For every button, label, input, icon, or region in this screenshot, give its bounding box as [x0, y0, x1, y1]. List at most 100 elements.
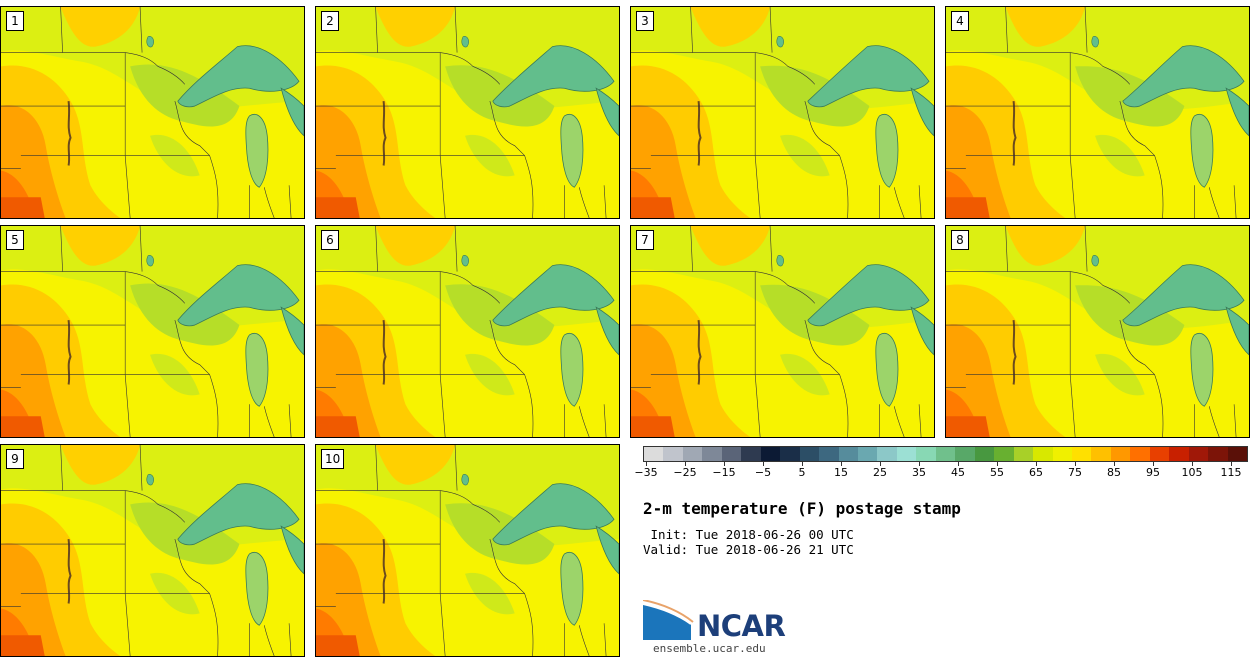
colorbar-tick-mark [763, 462, 764, 466]
colorbar-tick-label: −5 [754, 466, 772, 479]
colorbar-segment [1091, 447, 1111, 461]
colorbar-tick-mark [685, 462, 686, 466]
member-number: 6 [321, 230, 339, 250]
member-number: 7 [636, 230, 654, 250]
colorbar-segment [1052, 447, 1072, 461]
colorbar-segment [819, 447, 839, 461]
colorbar-segment [1149, 447, 1170, 461]
colorbar-tick-label: 115 [1220, 466, 1242, 479]
colorbar-tick-mark [1231, 462, 1232, 466]
member-number: 3 [636, 11, 654, 31]
colorbar-segment [896, 447, 917, 461]
member-map-2: 2 [315, 6, 620, 219]
colorbar-tick-label: 75 [1068, 466, 1082, 479]
temperature-map [1, 226, 304, 437]
colorbar-tick-mark [1036, 462, 1037, 466]
colorbar-tick-label: 55 [990, 466, 1004, 479]
colorbar-tick-mark [1153, 462, 1154, 466]
colorbar-tick-mark [1075, 462, 1076, 466]
member-number: 1 [6, 11, 24, 31]
temperature-map [946, 226, 1249, 437]
colorbar-ticks [643, 462, 1248, 466]
site-url: ensemble.ucar.edu [653, 642, 766, 655]
colorbar-labels: −35 −25 −15 −5 5 15 25 35 45 55 65 75 85 95 105 115 [634, 466, 1248, 482]
temperature-map [631, 226, 934, 437]
colorbar-segment [1033, 447, 1053, 461]
colorbar-tick-mark [919, 462, 920, 466]
colorbar-segment [760, 447, 781, 461]
member-number: 9 [6, 449, 24, 469]
colorbar-segment [1130, 447, 1150, 461]
colorbar-segment [1227, 447, 1248, 461]
colorbar-tick-label: −15 [712, 466, 736, 479]
colorbar-tick-label: 5 [798, 466, 806, 479]
colorbar-segment [838, 447, 858, 461]
colorbar-tick-label: 85 [1107, 466, 1121, 479]
colorbar-segment [1188, 447, 1209, 461]
temperature-map [946, 7, 1249, 218]
member-map-4: 4 [945, 6, 1250, 219]
colorbar-tick-mark [1114, 462, 1115, 466]
colorbar-tick-label: 105 [1181, 466, 1203, 479]
temperature-map [316, 226, 619, 437]
colorbar-segment [1013, 447, 1034, 461]
init-time: Init: Tue 2018-06-26 00 UTC [643, 527, 854, 542]
temperature-map [316, 7, 619, 218]
member-number: 10 [321, 449, 345, 469]
colorbar-segment [877, 447, 897, 461]
colorbar-segment [916, 447, 936, 461]
ncar-logo-text: NCAR [697, 609, 786, 643]
temperature-map [1, 445, 304, 656]
member-map-10: 10 [315, 444, 620, 657]
colorbar-tick-label: −25 [673, 466, 697, 479]
plot-title: 2-m temperature (F) postage stamp [643, 499, 961, 518]
colorbar-segment [780, 447, 800, 461]
colorbar-segment [1208, 447, 1228, 461]
colorbar-tick-mark [841, 462, 842, 466]
colorbar-segment [935, 447, 956, 461]
colorbar-tick-label: 95 [1146, 466, 1160, 479]
member-map-7: 7 [630, 225, 935, 438]
colorbar-segment [682, 447, 703, 461]
colorbar-segment [644, 447, 664, 461]
colorbar-segment [799, 447, 820, 461]
colorbar-tick-label: 15 [834, 466, 848, 479]
member-map-1: 1 [0, 6, 305, 219]
colorbar-segment [702, 447, 722, 461]
member-number: 4 [951, 11, 969, 31]
colorbar-segment [663, 447, 683, 461]
member-map-9: 9 [0, 444, 305, 657]
colorbar-tick-label: 45 [951, 466, 965, 479]
temperature-map [1, 7, 304, 218]
colorbar-tick-mark [880, 462, 881, 466]
colorbar-tick-mark [1192, 462, 1193, 466]
colorbar-tick-mark [646, 462, 647, 466]
temperature-map [631, 7, 934, 218]
colorbar-segment [857, 447, 878, 461]
colorbar-segment [1110, 447, 1131, 461]
colorbar-tick-mark [802, 462, 803, 466]
colorbar-tick-mark [997, 462, 998, 466]
member-map-5: 5 [0, 225, 305, 438]
colorbar-segment [721, 447, 742, 461]
colorbar-segment [1071, 447, 1092, 461]
colorbar-segment [994, 447, 1014, 461]
colorbar-tick-label: −35 [634, 466, 658, 479]
colorbar-tick-label: 35 [912, 466, 926, 479]
member-number: 2 [321, 11, 339, 31]
colorbar-tick-mark [724, 462, 725, 466]
valid-time: Valid: Tue 2018-06-26 21 UTC [643, 542, 854, 557]
colorbar-segment [974, 447, 995, 461]
colorbar-tick-mark [958, 462, 959, 466]
colorbar-segment [741, 447, 761, 461]
member-map-8: 8 [945, 225, 1250, 438]
member-map-3: 3 [630, 6, 935, 219]
member-map-6: 6 [315, 225, 620, 438]
colorbar-segment [1169, 447, 1189, 461]
member-number: 8 [951, 230, 969, 250]
ncar-logo-icon [643, 600, 694, 640]
temperature-map [316, 445, 619, 656]
temperature-colorbar [643, 446, 1248, 462]
colorbar-tick-label: 65 [1029, 466, 1043, 479]
colorbar-segment [955, 447, 975, 461]
